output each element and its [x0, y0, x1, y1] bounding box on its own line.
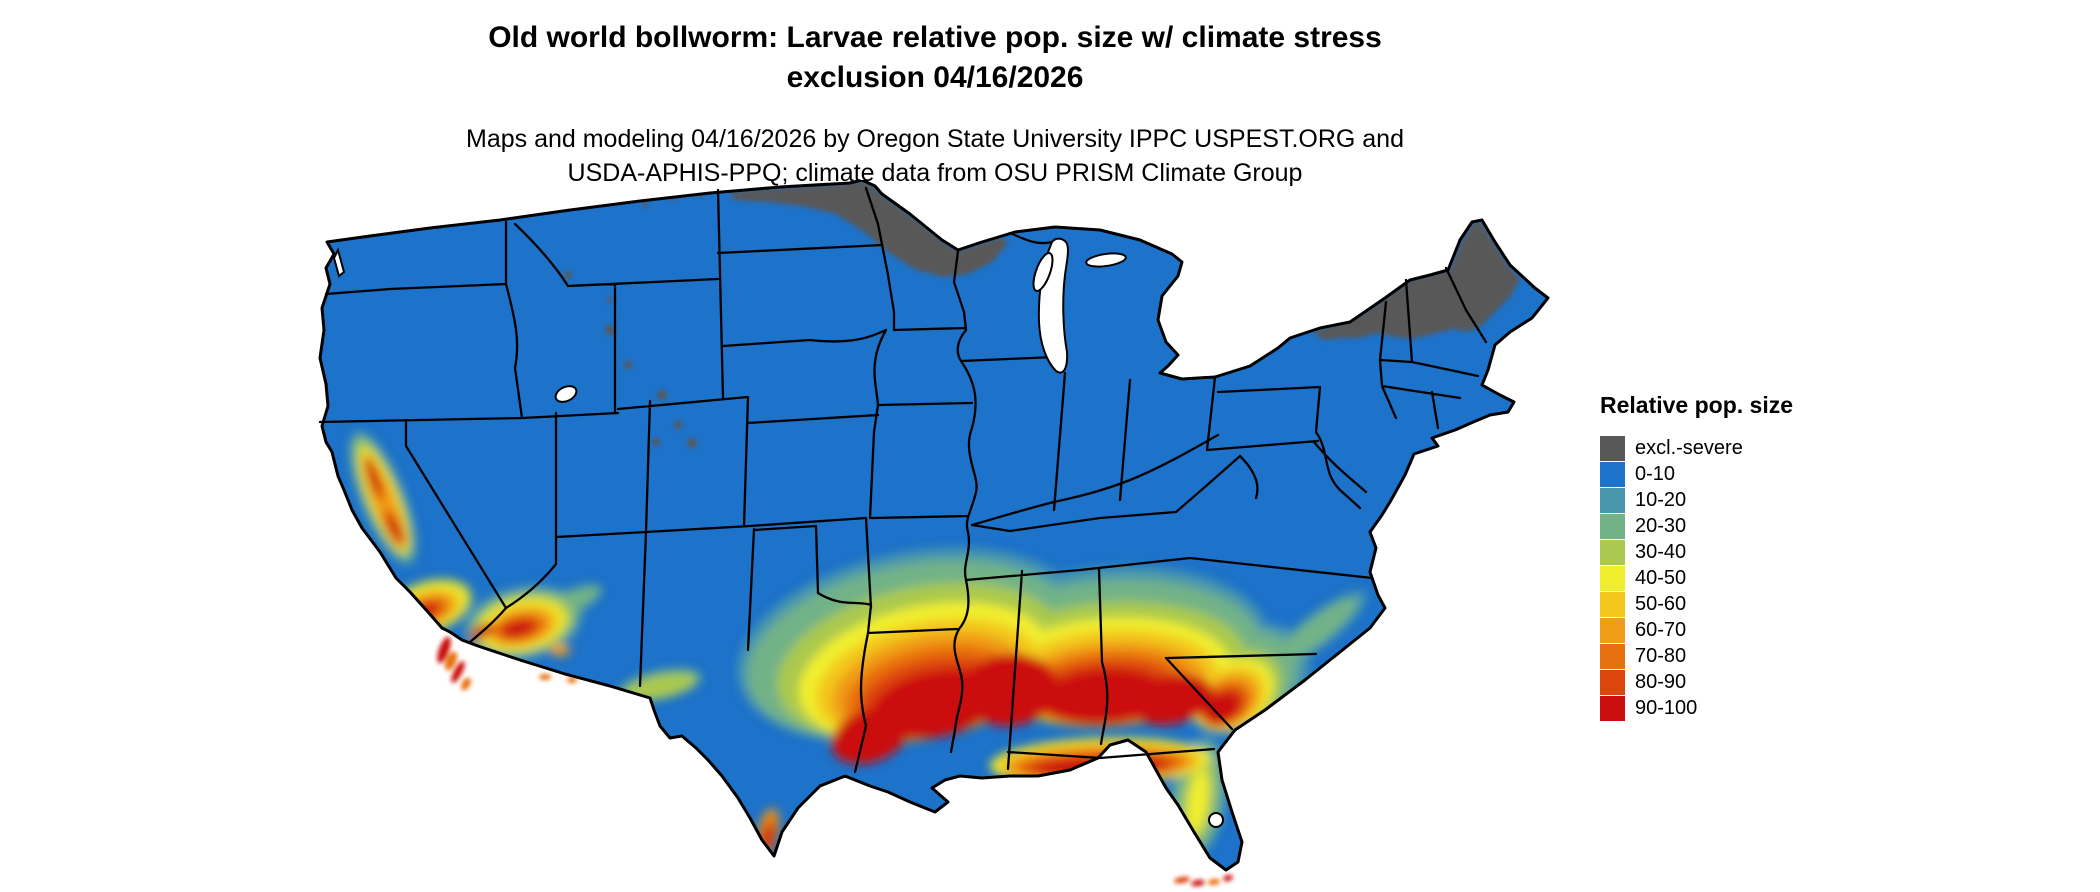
legend-swatch [1600, 669, 1625, 695]
legend-swatch [1600, 539, 1625, 565]
legend-item: 60-70 [1600, 617, 1793, 643]
legend-item-label: 10-20 [1635, 489, 1687, 511]
legend-item-label: 50-60 [1635, 593, 1687, 615]
legend-item-label: 30-40 [1635, 541, 1687, 563]
legend-swatch [1600, 617, 1625, 643]
legend-items: excl.-severe 0-10 10-20 20-30 30-40 40-50 50-6… [1600, 435, 1793, 721]
legend-item-label: 80-90 [1635, 671, 1687, 693]
legend-swatch [1600, 643, 1625, 669]
puget-sound [332, 247, 346, 278]
legend-swatch [1600, 513, 1625, 539]
legend-item: 40-50 [1600, 565, 1793, 591]
legend-item-label: 0-10 [1635, 463, 1676, 485]
legend-item: 0-10 [1600, 461, 1793, 487]
green-bay [1032, 252, 1054, 292]
lakes [332, 237, 1224, 828]
legend-item: excl.-severe [1600, 435, 1793, 461]
us-map-svg [318, 180, 1550, 887]
legend-item-label: excl.-severe [1635, 437, 1743, 459]
state-borders [318, 186, 1488, 774]
legend: Relative pop. size excl.-severe 0-10 10-20… [1600, 392, 1793, 721]
us-map [310, 180, 1560, 890]
legend-item: 70-80 [1600, 643, 1793, 669]
legend-swatch [1600, 695, 1625, 721]
legend-swatch [1600, 591, 1625, 617]
legend-title: Relative pop. size [1600, 392, 1794, 418]
legend-item: 80-90 [1600, 669, 1793, 695]
straits-of-mackinac [1085, 252, 1127, 268]
legend-item: 10-20 [1600, 487, 1793, 513]
legend-item: 50-60 [1600, 591, 1793, 617]
legend-item: 30-40 [1600, 539, 1793, 565]
map-outside-specks [437, 636, 1233, 887]
us-outline [318, 180, 1550, 872]
legend-item-label: 60-70 [1635, 619, 1687, 641]
legend-swatch [1600, 461, 1625, 487]
legend-swatch [1600, 435, 1625, 461]
legend-item: 20-30 [1600, 513, 1793, 539]
legend-swatch [1600, 565, 1625, 591]
chart-title: Old world bollworm: Larvae relative pop.… [488, 21, 1382, 94]
legend-item-label: 90-100 [1635, 697, 1698, 719]
lake-okeechobee [1208, 812, 1224, 828]
great-salt-lake [554, 385, 578, 403]
legend-item-label: 40-50 [1635, 567, 1687, 589]
legend-item: 90-100 [1600, 695, 1793, 721]
legend-swatch [1600, 487, 1625, 513]
legend-item-label: 70-80 [1635, 645, 1687, 667]
legend-item-label: 20-30 [1635, 515, 1687, 537]
